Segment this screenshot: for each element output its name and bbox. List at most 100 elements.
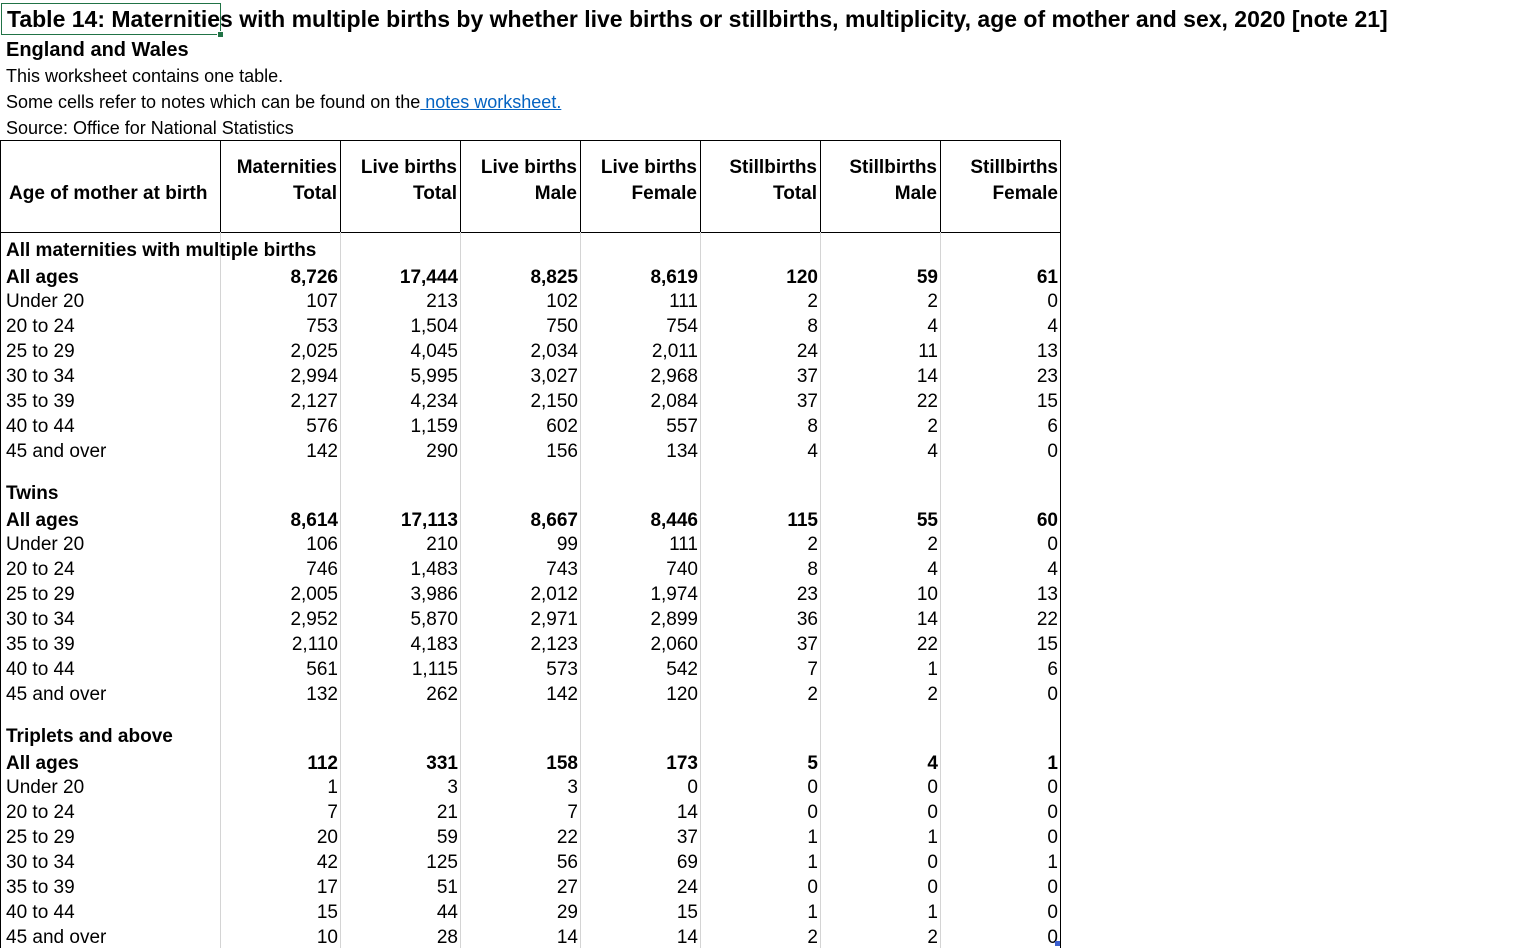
table-row[interactable]: 35 to 39 2,110 4,183 2,123 2,060 37 22 15 xyxy=(0,633,1061,658)
table-cell: 576 xyxy=(306,416,338,437)
table-row[interactable]: 25 to 29 2,005 3,986 2,012 1,974 23 10 13 xyxy=(0,583,1061,608)
column-header-2[interactable]: Live births Total xyxy=(341,141,461,232)
column-header-4[interactable]: Live births Female xyxy=(581,141,701,232)
column-header-5[interactable]: Stillbirths Total xyxy=(701,141,821,232)
table-cell: 1,504 xyxy=(410,316,458,337)
column-header-6[interactable]: Stillbirths Male xyxy=(821,141,941,232)
table-row[interactable]: 25 to 29 20 59 22 37 1 1 0 xyxy=(0,826,1061,851)
table-cell: 156 xyxy=(546,441,578,462)
section-title[interactable]: All maternities with multiple births xyxy=(6,240,317,261)
data-table xyxy=(0,140,1061,948)
table-cell: 0 xyxy=(807,777,818,798)
table-cell: 3 xyxy=(567,777,578,798)
table-cell: 2 xyxy=(927,534,938,555)
table-cell: 2,127 xyxy=(290,391,338,412)
table-row[interactable]: 45 and over 142 290 156 134 4 4 0 xyxy=(0,440,1061,465)
table-row[interactable]: Under 20 106 210 99 111 2 2 0 xyxy=(0,533,1061,558)
table-row[interactable]: 35 to 39 17 51 27 24 0 0 0 xyxy=(0,876,1061,901)
table-cell: 2 xyxy=(927,684,938,705)
table-cell: 4 xyxy=(927,559,938,580)
table-row[interactable]: All ages 112 331 158 173 5 4 1 xyxy=(0,752,1061,777)
table-row[interactable]: All ages 8,614 17,113 8,667 8,446 115 55 60 xyxy=(0,509,1061,534)
table-row[interactable]: 40 to 44 576 1,159 602 557 8 2 6 xyxy=(0,415,1061,440)
table-cell: 22 xyxy=(556,827,578,848)
notes-worksheet-link[interactable]: notes worksheet. xyxy=(420,92,562,112)
table-cell: 7 xyxy=(807,659,818,680)
table-row[interactable]: 30 to 34 2,952 5,870 2,971 2,899 36 14 22 xyxy=(0,608,1061,633)
table-row[interactable]: 40 to 44 15 44 29 15 1 1 0 xyxy=(0,901,1061,926)
row-age-label: 20 to 24 xyxy=(6,316,75,337)
column-header-3[interactable]: Live births Male xyxy=(461,141,581,232)
table-cell: 2 xyxy=(807,684,818,705)
table-row[interactable]: Under 20 1 3 3 0 0 0 0 xyxy=(0,776,1061,801)
table-cell: 0 xyxy=(1047,441,1058,462)
table-row[interactable]: 30 to 34 42 125 56 69 1 0 1 xyxy=(0,851,1061,876)
column-header-line2: Male xyxy=(894,183,937,204)
table-cell: 158 xyxy=(546,753,578,774)
table-cell: 557 xyxy=(666,416,698,437)
table-row[interactable]: 20 to 24 746 1,483 743 740 8 4 4 xyxy=(0,558,1061,583)
table-cell: 5,870 xyxy=(410,609,458,630)
table-cell: 2,084 xyxy=(650,391,698,412)
table-cell: 27 xyxy=(556,877,578,898)
table-cell: 746 xyxy=(306,559,338,580)
table-cell: 743 xyxy=(546,559,578,580)
table-cell: 213 xyxy=(426,291,458,312)
table-cell: 0 xyxy=(1047,802,1058,823)
table-row[interactable]: Under 20 107 213 102 111 2 2 0 xyxy=(0,290,1061,315)
table-cell: 1 xyxy=(1047,753,1058,774)
row-age-label: 25 to 29 xyxy=(6,827,75,848)
section-title[interactable]: Triplets and above xyxy=(6,726,173,747)
row-age-label: 40 to 44 xyxy=(6,416,75,437)
row-age-label: 35 to 39 xyxy=(6,634,75,655)
table-row[interactable]: 30 to 34 2,994 5,995 3,027 2,968 37 14 23 xyxy=(0,365,1061,390)
subtitle: England and Wales xyxy=(6,39,189,61)
column-gridline xyxy=(820,232,821,948)
table-row[interactable]: 20 to 24 7 21 7 14 0 0 0 xyxy=(0,801,1061,826)
table-row[interactable]: 20 to 24 753 1,504 750 754 8 4 4 xyxy=(0,315,1061,340)
table-cell: 51 xyxy=(436,877,458,898)
row-age-label: 45 and over xyxy=(6,927,107,948)
table-cell: 142 xyxy=(546,684,578,705)
table-cell: 331 xyxy=(426,753,458,774)
table-cell: 0 xyxy=(1047,291,1058,312)
table-cell: 7 xyxy=(567,802,578,823)
section-title[interactable]: Twins xyxy=(6,483,59,504)
row-age-label: 30 to 34 xyxy=(6,366,75,387)
table-row[interactable]: 25 to 29 2,025 4,045 2,034 2,011 24 11 13 xyxy=(0,340,1061,365)
table-row[interactable]: All ages 8,726 17,444 8,825 8,619 120 59 61 xyxy=(0,266,1061,291)
table-cell: 2,994 xyxy=(290,366,338,387)
column-header-line1: Live births xyxy=(600,157,697,178)
table-cell: 10 xyxy=(316,927,338,948)
table-cell: 0 xyxy=(1047,902,1058,923)
table-cell: 2,012 xyxy=(530,584,578,605)
table-cell: 754 xyxy=(666,316,698,337)
table-resize-handle[interactable] xyxy=(1055,941,1060,946)
fill-handle[interactable] xyxy=(217,31,224,38)
table-cell: 4,234 xyxy=(410,391,458,412)
table-cell: 22 xyxy=(916,391,938,412)
column-header-0[interactable]: Age of mother at birth xyxy=(0,141,221,232)
row-age-label: 30 to 34 xyxy=(6,852,75,873)
table-cell: 8,446 xyxy=(650,510,698,531)
table-row[interactable]: 40 to 44 561 1,115 573 542 7 1 6 xyxy=(0,658,1061,683)
column-header-1[interactable]: Maternities Total xyxy=(221,141,341,232)
table-row[interactable]: 45 and over 132 262 142 120 2 2 0 xyxy=(0,683,1061,708)
table-cell: 3,986 xyxy=(410,584,458,605)
row-age-label: 25 to 29 xyxy=(6,584,75,605)
row-age-label: 40 to 44 xyxy=(6,659,75,680)
row-age-label: All ages xyxy=(6,510,79,531)
table-cell: 22 xyxy=(916,634,938,655)
table-title[interactable]: Table 14: Maternities with multiple birt… xyxy=(7,6,1388,32)
row-age-label: All ages xyxy=(6,753,79,774)
table-cell: 8,614 xyxy=(290,510,338,531)
table-cell: 0 xyxy=(927,777,938,798)
table-cell: 750 xyxy=(546,316,578,337)
row-age-label: 30 to 34 xyxy=(6,609,75,630)
column-header-7[interactable]: Stillbirths Female xyxy=(941,141,1061,232)
table-cell: 1 xyxy=(927,827,938,848)
table-cell: 28 xyxy=(436,927,458,948)
table-row[interactable]: 35 to 39 2,127 4,234 2,150 2,084 37 22 15 xyxy=(0,390,1061,415)
column-header-line2: Total xyxy=(293,183,337,204)
table-row[interactable]: 45 and over 10 28 14 14 2 2 0 xyxy=(0,926,1061,951)
